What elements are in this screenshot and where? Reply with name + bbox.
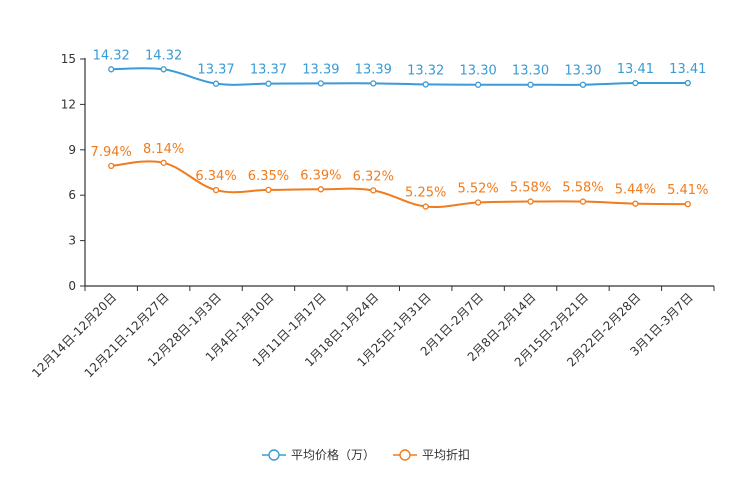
data-point[interactable] bbox=[474, 199, 482, 206]
data-label: 13.32 bbox=[407, 63, 444, 78]
data-point[interactable] bbox=[527, 81, 534, 88]
data-point[interactable] bbox=[317, 186, 325, 193]
data-point[interactable] bbox=[212, 186, 220, 194]
y-tick-label: 0 bbox=[68, 279, 76, 293]
data-point[interactable] bbox=[422, 203, 429, 210]
data-point[interactable] bbox=[632, 200, 639, 207]
data-label: 5.58% bbox=[562, 181, 603, 196]
data-label: 5.25% bbox=[405, 186, 446, 201]
data-label: 8.14% bbox=[143, 142, 184, 157]
data-point[interactable] bbox=[265, 80, 272, 87]
data-point[interactable] bbox=[265, 186, 272, 194]
data-point[interactable] bbox=[160, 66, 167, 73]
legend-item-1[interactable]: 平均价格（万） bbox=[262, 447, 375, 462]
legend-item-2[interactable]: 平均折扣 bbox=[393, 447, 470, 462]
data-point[interactable] bbox=[422, 81, 429, 88]
series-line-2 bbox=[111, 160, 688, 209]
data-label: 13.30 bbox=[512, 64, 549, 79]
data-label: 6.34% bbox=[195, 169, 236, 184]
data-label: 14.32 bbox=[145, 48, 182, 63]
data-point[interactable] bbox=[474, 81, 482, 88]
data-point[interactable] bbox=[527, 198, 534, 205]
data-label: 5.58% bbox=[510, 181, 551, 196]
data-label: 13.41 bbox=[617, 62, 654, 77]
legend[interactable]: 平均价格（万） 平均折扣 bbox=[262, 447, 470, 462]
data-label: 13.39 bbox=[302, 62, 339, 77]
data-label: 13.30 bbox=[460, 64, 497, 79]
data-point[interactable] bbox=[317, 80, 325, 87]
data-label: 6.32% bbox=[353, 169, 394, 184]
data-point[interactable] bbox=[370, 80, 377, 87]
data-label: 7.94% bbox=[91, 145, 132, 160]
data-label: 6.39% bbox=[300, 168, 341, 183]
data-label: 5.41% bbox=[667, 183, 708, 198]
data-label: 6.35% bbox=[248, 169, 289, 184]
legend-label: 平均折扣 bbox=[422, 447, 470, 462]
data-label: 13.37 bbox=[197, 63, 234, 78]
data-label: 13.37 bbox=[250, 63, 287, 78]
data-point[interactable] bbox=[684, 79, 691, 87]
data-label: 13.41 bbox=[669, 62, 706, 77]
data-label: 14.32 bbox=[93, 48, 130, 63]
data-label: 13.30 bbox=[564, 64, 601, 79]
y-tick-label: 3 bbox=[68, 234, 76, 248]
legend-circle-icon bbox=[268, 449, 280, 461]
data-point[interactable] bbox=[684, 200, 691, 208]
data-point[interactable] bbox=[632, 79, 639, 87]
series-lines bbox=[108, 66, 691, 210]
y-tick-label: 6 bbox=[68, 188, 76, 202]
data-label: 5.52% bbox=[457, 181, 498, 196]
y-tick-label: 15 bbox=[61, 52, 76, 66]
data-labels: 14.32 14.32 13.37 13.37 13.39 13.39 13.32 13.30… bbox=[91, 48, 709, 200]
data-point[interactable] bbox=[579, 81, 587, 88]
axes: 0369121512月14日-12月20日12月21日-12月27日12月28日… bbox=[29, 52, 715, 380]
y-tick-label: 9 bbox=[68, 143, 76, 157]
data-label: 5.44% bbox=[615, 183, 656, 198]
legend-label: 平均价格（万） bbox=[291, 447, 375, 462]
y-tick-label: 12 bbox=[61, 97, 76, 111]
series-line-1 bbox=[111, 67, 688, 86]
data-point[interactable] bbox=[108, 162, 115, 169]
data-point[interactable] bbox=[160, 159, 167, 166]
legend-circle-icon bbox=[399, 449, 411, 461]
data-point[interactable] bbox=[370, 187, 377, 194]
data-point[interactable] bbox=[212, 80, 220, 87]
x-tick-label: 12月14日-12月20日 bbox=[29, 290, 119, 380]
data-point[interactable] bbox=[579, 198, 587, 205]
data-label: 13.39 bbox=[355, 62, 392, 77]
data-point[interactable] bbox=[108, 66, 115, 73]
